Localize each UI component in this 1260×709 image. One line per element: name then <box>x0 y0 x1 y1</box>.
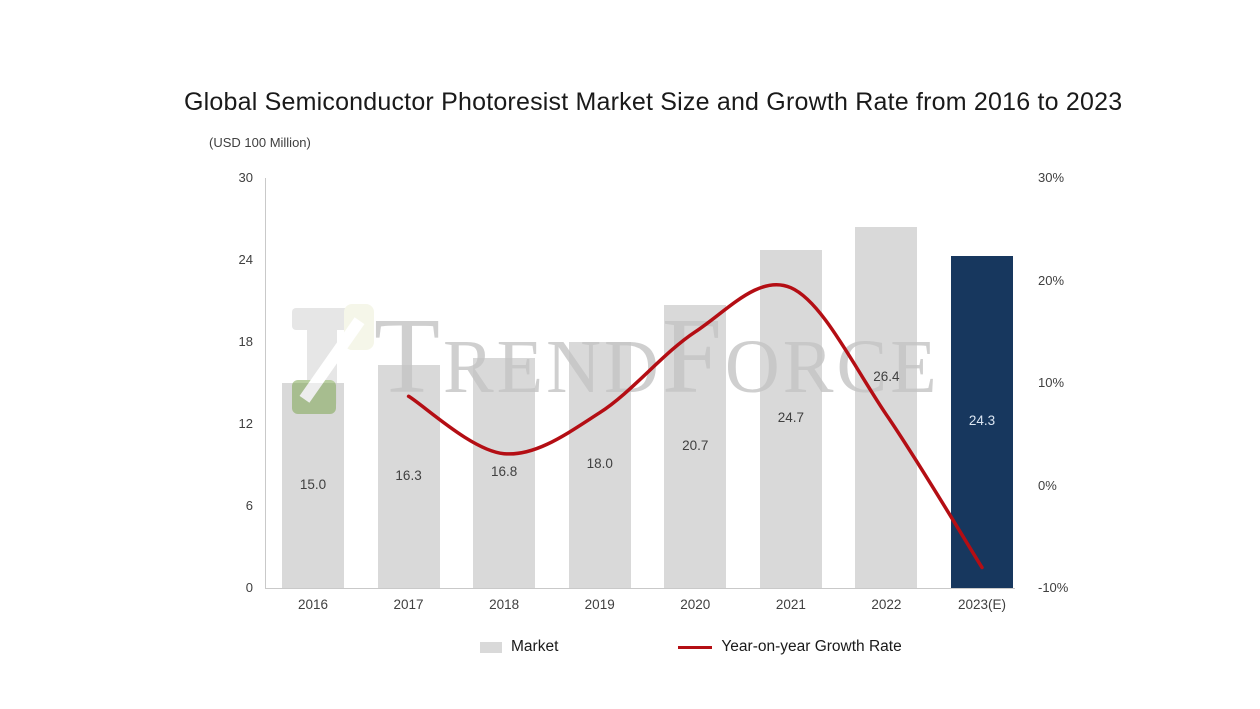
y-axis-tick-6: 6 <box>245 498 253 513</box>
legend-swatch-market <box>480 641 502 653</box>
bar-value-label-2016: 15.0 <box>299 476 327 492</box>
y2-axis-tick--10: -10% <box>1038 580 1069 595</box>
y2-axis-tick-20: 20% <box>1038 272 1065 288</box>
x-axis-label-2022: 2022 <box>871 597 902 612</box>
axis-unit-label: (USD 100 Million) <box>209 135 311 150</box>
x-axis-label-2018: 2018 <box>489 597 520 612</box>
y2-axis-tick-30: 30% <box>1038 170 1065 185</box>
logo-shape-yellow <box>344 304 374 350</box>
market-bar-2022 <box>855 227 918 588</box>
bar-value-label-2021: 24.7 <box>777 410 804 426</box>
legend-swatch-year-on-year-growth-rate <box>678 645 713 649</box>
bar-value-label-2017: 16.3 <box>395 467 422 483</box>
x-axis-label-2017: 2017 <box>393 597 424 612</box>
bar-value-label-2019: 18.0 <box>586 456 613 471</box>
legend-item-market: Market <box>480 638 558 656</box>
y2-axis-tick-0: 0% <box>1038 477 1057 493</box>
y-axis-tick-30: 30 <box>238 170 253 185</box>
x-axis-line <box>265 588 1015 589</box>
bar-value-label-2023(E): 24.3 <box>968 412 996 428</box>
y-axis-tick-18: 18 <box>238 334 253 349</box>
y-axis-tick-12: 12 <box>238 416 253 431</box>
chart-title: Global Semiconductor Photoresist Market … <box>184 88 1123 116</box>
legend-label-market: Market <box>511 638 559 655</box>
y-axis-tick-0: 0 <box>245 580 253 595</box>
bar-value-label-2020: 20.7 <box>682 437 709 453</box>
market-bar-2016 <box>282 383 344 588</box>
x-axis-label-2023(E): 2023(E) <box>957 597 1006 612</box>
logo-shape-gray-top <box>292 308 354 330</box>
y-axis-line <box>265 178 266 588</box>
x-axis-label-2021: 2021 <box>775 597 806 612</box>
y-axis-tick-24: 24 <box>238 252 253 267</box>
bar-value-label-2022: 26.4 <box>873 368 900 384</box>
x-axis-label-2020: 2020 <box>680 597 711 612</box>
chart-legend: Market Year-on-year Growth Rate <box>480 638 902 656</box>
x-axis-label-2019: 2019 <box>584 597 615 612</box>
y2-axis-tick-10: 10% <box>1038 375 1065 390</box>
bar-value-label-2018: 16.8 <box>490 464 518 480</box>
legend-label-year-on-year-growth-rate: Year-on-year Growth Rate <box>721 638 902 655</box>
legend-item-year-on-year-growth-rate: Year-on-year Growth Rate <box>678 638 902 656</box>
x-axis-label-2016: 2016 <box>297 597 329 612</box>
